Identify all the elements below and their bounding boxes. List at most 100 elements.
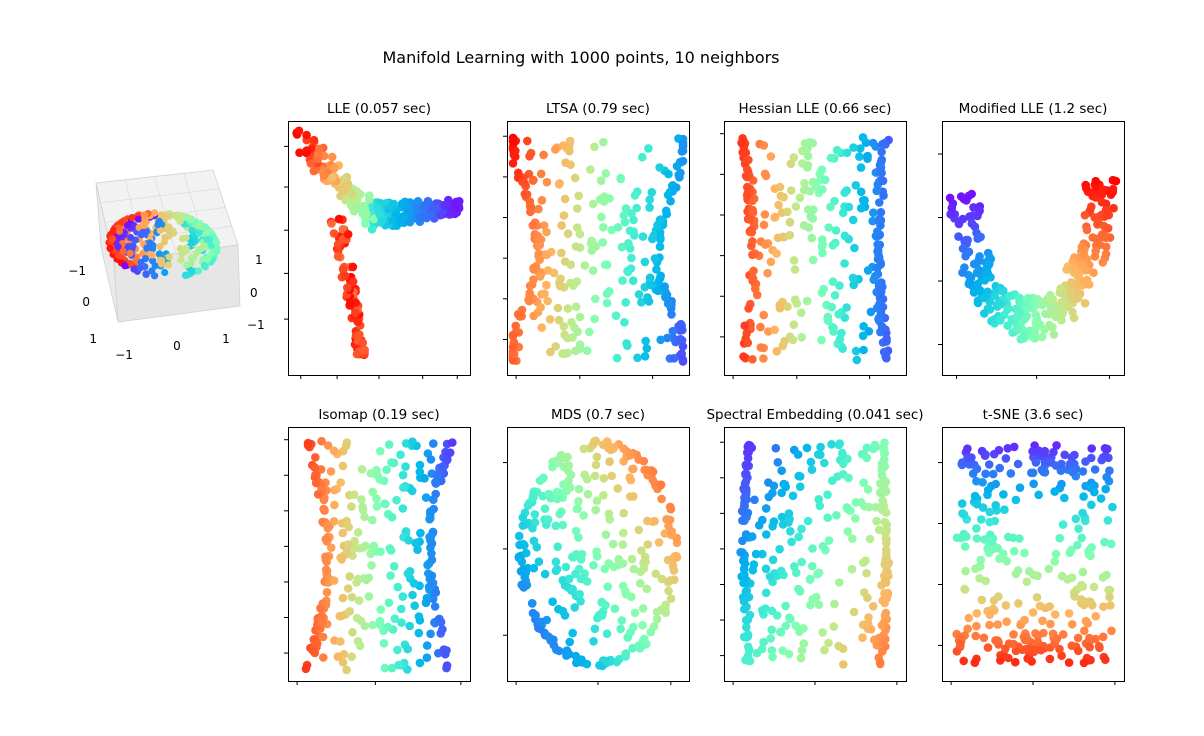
point: [1098, 258, 1108, 267]
point: [618, 276, 627, 285]
point: [1028, 608, 1038, 617]
sphere-point: [155, 250, 163, 258]
point: [864, 613, 873, 622]
sphere-point: [182, 213, 190, 221]
point: [444, 449, 453, 458]
points-hessian: [737, 133, 893, 365]
point: [881, 508, 891, 517]
point: [591, 460, 601, 470]
point: [957, 460, 967, 470]
point: [759, 310, 768, 320]
point: [367, 225, 377, 234]
point: [323, 441, 333, 450]
point: [405, 217, 415, 227]
point: [440, 201, 450, 210]
point: [565, 146, 574, 156]
point: [959, 194, 969, 204]
point: [571, 569, 580, 579]
point: [830, 196, 839, 206]
point: [526, 202, 536, 211]
point: [560, 194, 570, 204]
point: [786, 159, 796, 169]
point: [816, 450, 825, 460]
point: [633, 353, 642, 363]
point: [870, 271, 880, 281]
point: [1057, 479, 1066, 489]
point: [855, 152, 864, 161]
panel-spectral: Spectral Embedding (0.041 sec): [706, 407, 924, 685]
point: [791, 621, 801, 631]
point: [321, 565, 331, 574]
axis-3d-tick-label: 1: [222, 332, 230, 346]
point: [342, 516, 351, 526]
point: [964, 279, 974, 289]
point: [397, 618, 406, 627]
point: [448, 438, 457, 447]
point: [872, 303, 882, 313]
point: [416, 528, 425, 538]
point: [333, 240, 343, 249]
point: [829, 622, 839, 631]
point: [1108, 502, 1117, 512]
point: [630, 191, 640, 200]
point: [779, 192, 788, 202]
point: [832, 145, 842, 155]
point: [961, 566, 970, 576]
point: [389, 562, 399, 571]
point: [668, 326, 678, 336]
point: [819, 284, 828, 294]
point: [573, 654, 582, 664]
point: [835, 281, 844, 290]
point: [609, 562, 619, 572]
point: [1044, 564, 1054, 574]
point: [761, 564, 771, 574]
point: [1089, 268, 1098, 278]
point: [622, 339, 631, 348]
sphere-point: [139, 228, 147, 236]
point: [372, 465, 381, 475]
point: [320, 506, 329, 515]
point: [880, 560, 889, 569]
point: [427, 539, 437, 548]
point: [877, 322, 887, 331]
point: [963, 444, 972, 454]
point: [328, 173, 337, 182]
point: [818, 542, 828, 551]
sphere-point: [156, 242, 164, 251]
point: [575, 340, 585, 350]
figure-title: Manifold Learning with 1000 points, 10 n…: [382, 48, 779, 67]
point: [1103, 224, 1113, 233]
point: [521, 568, 531, 577]
point: [797, 524, 806, 534]
axis-3d-tick-label: 1: [89, 332, 97, 346]
panel-hessian: Hessian LLE (0.66 sec): [720, 101, 907, 379]
point: [842, 503, 852, 512]
point: [880, 438, 889, 448]
point: [848, 534, 857, 543]
point: [742, 633, 751, 642]
point: [975, 206, 984, 216]
point: [597, 597, 607, 607]
point: [350, 543, 360, 553]
panel-title-modified: Modified LLE (1.2 sec): [959, 101, 1108, 117]
point: [1077, 533, 1086, 543]
point: [592, 547, 601, 556]
point: [678, 139, 688, 148]
point: [1071, 514, 1081, 524]
point: [1002, 556, 1012, 566]
point: [834, 309, 843, 319]
sphere-point: [156, 226, 164, 234]
point: [783, 207, 792, 217]
point: [1013, 566, 1023, 575]
point: [1009, 442, 1019, 452]
point: [859, 345, 868, 355]
point: [661, 292, 670, 301]
point: [352, 349, 362, 359]
point: [817, 335, 826, 345]
point: [788, 335, 798, 345]
point: [1014, 599, 1023, 608]
point: [543, 515, 553, 524]
point: [557, 248, 566, 258]
point: [634, 290, 644, 299]
point: [1088, 233, 1097, 242]
